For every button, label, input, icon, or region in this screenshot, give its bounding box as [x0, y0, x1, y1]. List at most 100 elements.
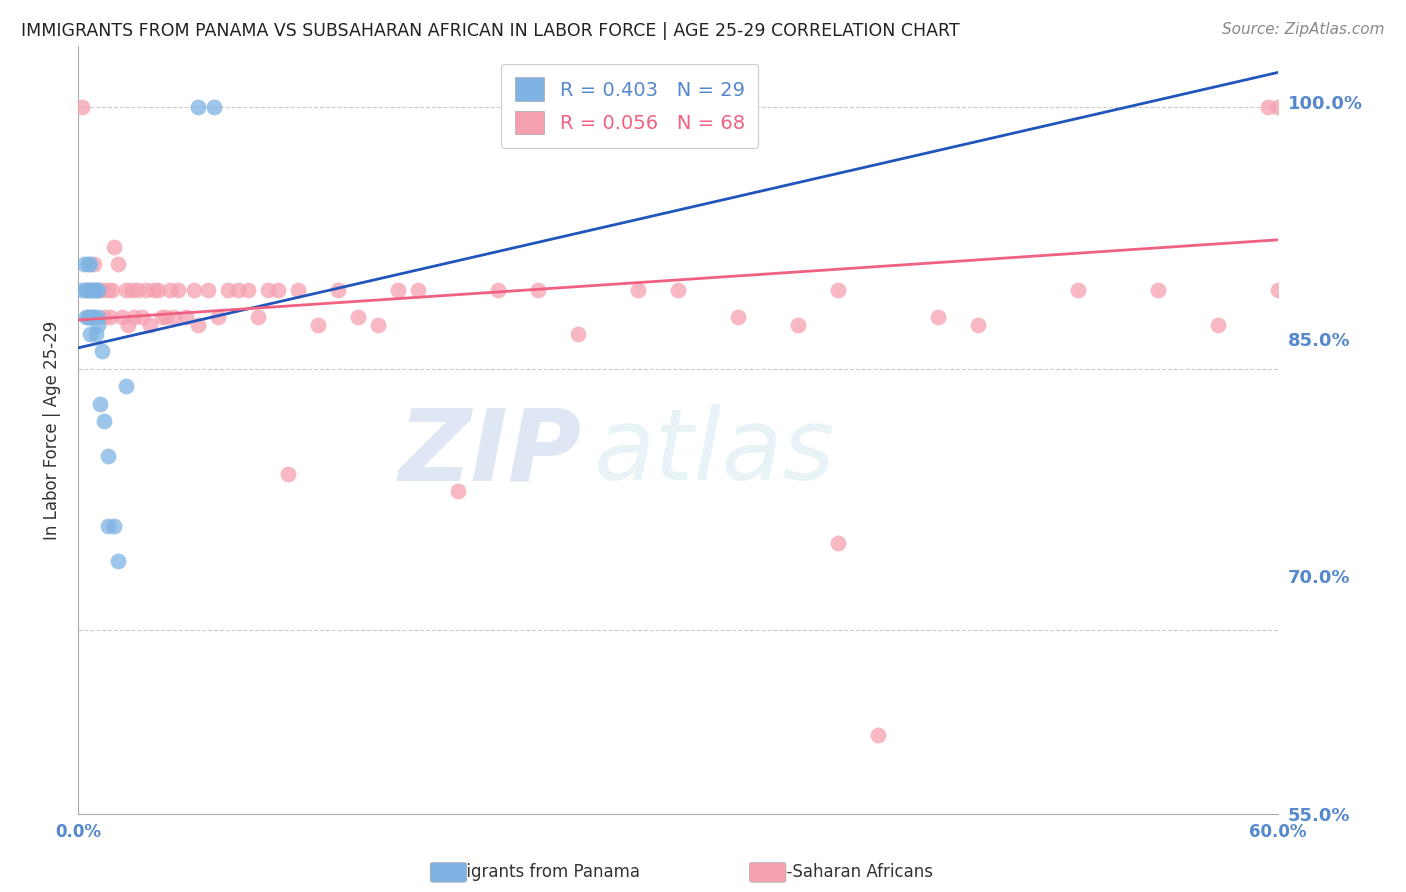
Text: IMMIGRANTS FROM PANAMA VS SUBSAHARAN AFRICAN IN LABOR FORCE | AGE 25-29 CORRELAT: IMMIGRANTS FROM PANAMA VS SUBSAHARAN AFR… — [21, 22, 960, 40]
Point — [87, 310, 110, 324]
Point — [866, 728, 889, 742]
Point — [98, 310, 121, 324]
Point — [1206, 318, 1229, 333]
Legend: R = 0.403   N = 29, R = 0.056   N = 68: R = 0.403 N = 29, R = 0.056 N = 68 — [502, 63, 758, 148]
Text: Immigrants from Panama: Immigrants from Panama — [429, 863, 640, 881]
Point — [73, 257, 96, 271]
Point — [1257, 100, 1279, 114]
Point — [486, 284, 509, 298]
Point — [103, 240, 125, 254]
Point — [127, 284, 149, 298]
Point — [89, 397, 111, 411]
Point — [114, 379, 136, 393]
Point — [1067, 284, 1090, 298]
Point — [827, 536, 849, 550]
Point — [107, 257, 129, 271]
Point — [927, 310, 949, 324]
Point — [75, 310, 97, 324]
Text: ZIP: ZIP — [399, 404, 582, 501]
Point — [236, 284, 259, 298]
Point — [1267, 284, 1289, 298]
Point — [121, 284, 143, 298]
Point — [70, 284, 93, 298]
Point — [97, 518, 120, 533]
Point — [347, 310, 370, 324]
Point — [75, 284, 97, 298]
Point — [567, 326, 589, 341]
Point — [117, 318, 139, 333]
Point — [97, 284, 120, 298]
Point — [150, 310, 173, 324]
Point — [174, 310, 197, 324]
Point — [277, 467, 299, 481]
Point — [79, 284, 101, 298]
Point — [90, 284, 112, 298]
Point — [447, 483, 470, 498]
Point — [83, 284, 105, 298]
Point — [80, 310, 103, 324]
Point — [84, 326, 107, 341]
Point — [197, 284, 219, 298]
Point — [406, 284, 429, 298]
Point — [1267, 100, 1289, 114]
Point — [79, 326, 101, 341]
Point — [727, 310, 749, 324]
Point — [257, 284, 280, 298]
Point — [787, 318, 810, 333]
Point — [97, 449, 120, 463]
Text: atlas: atlas — [593, 404, 835, 501]
Point — [79, 310, 101, 324]
Point — [87, 284, 110, 298]
Point — [76, 310, 98, 324]
Point — [967, 318, 990, 333]
Point — [76, 284, 98, 298]
Point — [90, 344, 112, 359]
Point — [166, 284, 188, 298]
Point — [80, 284, 103, 298]
Text: Source: ZipAtlas.com: Source: ZipAtlas.com — [1222, 22, 1385, 37]
Point — [267, 284, 290, 298]
Point — [226, 284, 249, 298]
Point — [75, 284, 97, 298]
Point — [84, 284, 107, 298]
Point — [163, 310, 186, 324]
Point — [131, 310, 153, 324]
Point — [107, 554, 129, 568]
Point — [101, 284, 124, 298]
Point — [207, 310, 229, 324]
Point — [142, 284, 165, 298]
Point — [83, 257, 105, 271]
Point — [103, 518, 125, 533]
Point — [146, 284, 169, 298]
Text: Sub-Saharan Africans: Sub-Saharan Africans — [755, 863, 932, 881]
Point — [387, 284, 409, 298]
Point — [527, 284, 550, 298]
Point — [87, 318, 110, 333]
Point — [70, 100, 93, 114]
Point — [627, 284, 650, 298]
Point — [187, 318, 209, 333]
Point — [79, 257, 101, 271]
Point — [93, 310, 115, 324]
Point — [159, 284, 181, 298]
Point — [93, 414, 115, 428]
Point — [246, 310, 269, 324]
Point — [83, 310, 105, 324]
Point — [114, 284, 136, 298]
Point — [135, 284, 157, 298]
Point — [287, 284, 309, 298]
Point — [827, 284, 849, 298]
Point — [111, 310, 134, 324]
Point — [139, 318, 162, 333]
Point — [367, 318, 389, 333]
Point — [80, 284, 103, 298]
Point — [202, 100, 225, 114]
Y-axis label: In Labor Force | Age 25-29: In Labor Force | Age 25-29 — [44, 320, 60, 540]
Point — [183, 284, 205, 298]
Point — [307, 318, 329, 333]
Point — [76, 257, 98, 271]
Point — [666, 284, 689, 298]
Point — [155, 310, 177, 324]
Point — [217, 284, 239, 298]
Point — [1147, 284, 1170, 298]
